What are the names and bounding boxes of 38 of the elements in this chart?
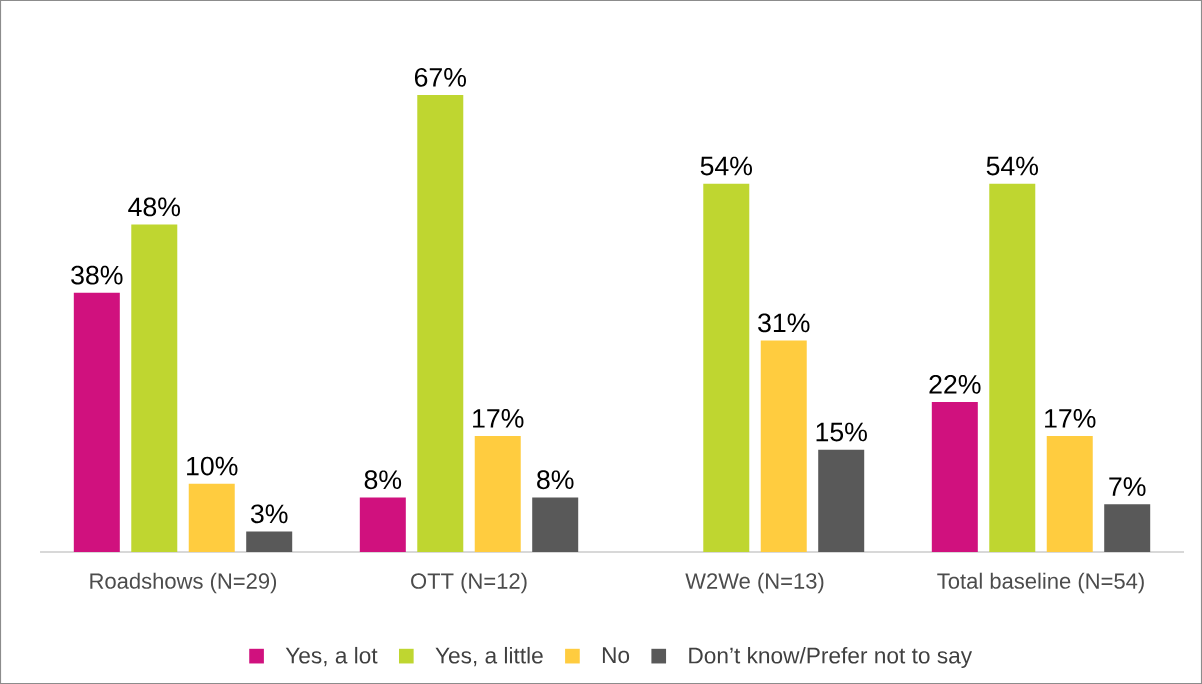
legend-label: Yes, a little — [435, 646, 543, 667]
data-label: 10% — [187, 456, 238, 476]
bar — [246, 531, 293, 552]
x-tick-label: OTT (N=12) — [411, 572, 527, 594]
data-label: 17% — [473, 409, 524, 428]
bar — [417, 95, 464, 552]
data-label: 48% — [128, 197, 180, 217]
bar — [188, 483, 235, 552]
bar — [1104, 504, 1151, 552]
bar — [703, 183, 750, 552]
data-label: 7% — [1109, 477, 1146, 496]
data-label: 8% — [537, 470, 574, 490]
data-label: 67% — [414, 67, 466, 87]
bar — [359, 497, 406, 552]
data-label: 54% — [986, 156, 1038, 176]
data-label: 54% — [700, 156, 752, 176]
data-label: 15% — [816, 422, 867, 442]
bar — [532, 497, 579, 552]
bar — [131, 224, 178, 552]
legend-label: Don’t know/Prefer not to say — [689, 646, 973, 669]
data-label: 22% — [929, 374, 981, 394]
bar — [1046, 436, 1093, 552]
data-label: 38% — [71, 265, 123, 285]
bar — [73, 292, 120, 552]
bar — [931, 401, 978, 552]
x-tick-label: Roadshows (N=29) — [90, 572, 277, 594]
bar — [989, 183, 1036, 552]
data-label: 31% — [758, 313, 810, 333]
data-label: 3% — [250, 504, 288, 524]
legend-label: Yes, a lot — [285, 646, 378, 667]
bar — [760, 340, 807, 552]
data-label: 17% — [1045, 409, 1096, 428]
bar — [474, 436, 521, 552]
legend-label: No — [602, 647, 630, 664]
data-label: 8% — [364, 470, 402, 490]
x-tick-label: W2We (N=13) — [685, 572, 824, 594]
x-tick-label: Total baseline (N=54) — [937, 572, 1144, 594]
bar — [818, 449, 865, 552]
